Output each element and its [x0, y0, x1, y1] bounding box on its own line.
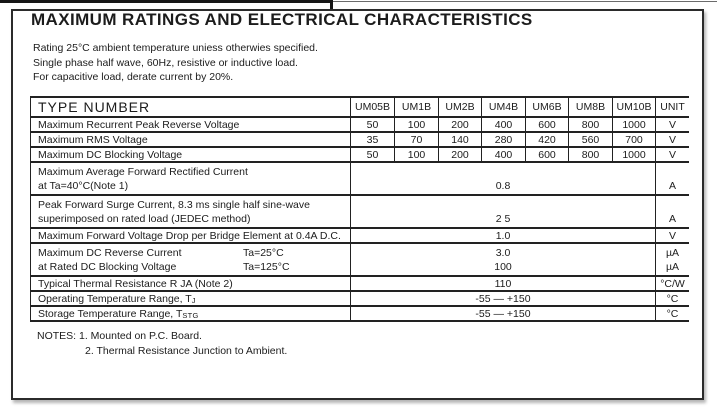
header-col-um05b: UM05B — [351, 98, 395, 118]
value-cell: 110 — [351, 277, 656, 292]
subscript: STG — [182, 311, 199, 320]
unit-cell: V — [656, 118, 689, 133]
row-label: Peak Forward Surge Current, 8.3 ms singl… — [31, 196, 351, 229]
value-cell: -55 — +150 — [351, 292, 656, 307]
note-line-2: 2. Thermal Resistance Junction to Ambien… — [85, 344, 288, 357]
value-cell: 800 — [569, 118, 613, 133]
value-cell: 200 — [439, 118, 482, 133]
row-label-line2: at Rated DC Blocking Voltage Ta=125°C — [38, 261, 290, 273]
value-cell: 560 — [569, 133, 613, 148]
value-cell: 1000 — [613, 118, 656, 133]
value-cell: 35 — [351, 133, 395, 148]
value-cell: 3.0 100 — [351, 244, 656, 277]
value-ta25: 3.0 — [495, 247, 511, 259]
row-label: Typical Thermal Resistance R JA (Note 2) — [31, 277, 351, 292]
row-label-line2: at Ta=40°C(Note 1) — [38, 180, 129, 192]
unit-cell: A — [656, 163, 689, 196]
value-cell: 600 — [526, 118, 569, 133]
value-cell: 50 — [351, 148, 395, 163]
value-cell: 600 — [526, 148, 569, 163]
value-cell: 0.8 — [351, 163, 656, 196]
unit-ta125: µA — [665, 261, 680, 273]
unit-cell: V — [656, 229, 689, 244]
condition-ta125: Ta=125°C — [243, 261, 290, 273]
value-cell: 700 — [613, 133, 656, 148]
row-label: Maximum DC Blocking Voltage — [31, 148, 351, 163]
header-col-um6b: UM6B — [526, 98, 569, 118]
header-col-um10b: UM10B — [613, 98, 656, 118]
value-cell: 2 5 — [351, 196, 656, 229]
header-col-um8b: UM8B — [569, 98, 613, 118]
scan-artifact-tick — [330, 0, 333, 9]
header-col-unit: UNIT — [656, 98, 689, 118]
header-col-um4b: UM4B — [482, 98, 526, 118]
subscript: J — [191, 296, 196, 305]
header-col-um2b: UM2B — [439, 98, 482, 118]
condition-ta25: Ta=25°C — [243, 247, 284, 259]
row-label: Maximum RMS Voltage — [31, 133, 351, 148]
unit-cell: °C — [656, 307, 689, 322]
value-cell: 70 — [395, 133, 439, 148]
unit-ta25: µA — [665, 247, 680, 259]
unit-cell: °C/W — [656, 277, 689, 292]
header-col-um1b: UM1B — [395, 98, 439, 118]
row-label-line1: Maximum DC Reverse Current Ta=25°C — [38, 247, 284, 259]
rating-conditions: Rating 25°C ambient temperature uniess o… — [33, 41, 318, 85]
value-cell: 100 — [395, 118, 439, 133]
page-border-frame — [11, 9, 704, 400]
scan-artifact-top-line — [0, 0, 333, 3]
row-label: Storage Temperature Range, T STG — [31, 307, 351, 322]
value-cell: 420 — [526, 133, 569, 148]
value-cell: -55 — +150 — [351, 307, 656, 322]
page-title: MAXIMUM RATINGS AND ELECTRICAL CHARACTER… — [31, 10, 533, 29]
row-label-line1: Peak Forward Surge Current, 8.3 ms singl… — [38, 199, 310, 211]
value-cell: 280 — [482, 133, 526, 148]
value-cell: 140 — [439, 133, 482, 148]
value-cell: 1.0 — [351, 229, 656, 244]
condition-line: Rating 25°C ambient temperature uniess o… — [33, 42, 318, 54]
note-line-1: NOTES: 1. Mounted on P.C. Board. — [37, 330, 202, 342]
row-label: Maximum Average Forward Rectified Curren… — [31, 163, 351, 196]
row-label-line1: Maximum Average Forward Rectified Curren… — [38, 166, 248, 178]
ratings-table: TYPE NUMBER UM05B UM1B UM2B UM4B UM6B UM… — [30, 96, 689, 322]
unit-cell: A — [656, 196, 689, 229]
unit-cell: V — [656, 148, 689, 163]
unit-cell: °C — [656, 292, 689, 307]
header-type-number: TYPE NUMBER — [31, 98, 351, 118]
value-cell: 50 — [351, 118, 395, 133]
unit-cell: µA µA — [656, 244, 689, 277]
value-cell: 400 — [482, 148, 526, 163]
condition-line: For capacitive load, derate current by 2… — [33, 71, 234, 83]
row-label-line2: superimposed on rated load (JEDEC method… — [38, 213, 251, 225]
value-cell: 800 — [569, 148, 613, 163]
row-label: Maximum DC Reverse Current Ta=25°C at Ra… — [31, 244, 351, 277]
value-ta125: 100 — [494, 261, 512, 273]
value-cell: 100 — [395, 148, 439, 163]
value-cell: 200 — [439, 148, 482, 163]
scan-artifact-top-line-right — [333, 1, 717, 2]
condition-line: Single phase half wave, 60Hz, resistive … — [33, 56, 298, 69]
row-label: Maximum Recurrent Peak Reverse Voltage — [31, 118, 351, 133]
value-cell: 400 — [482, 118, 526, 133]
row-label: Maximum Forward Voltage Drop per Bridge … — [31, 229, 351, 244]
value-cell: 1000 — [613, 148, 656, 163]
notes: NOTES: 1. Mounted on P.C. Board. 2. Ther… — [37, 329, 287, 358]
unit-cell: V — [656, 133, 689, 148]
